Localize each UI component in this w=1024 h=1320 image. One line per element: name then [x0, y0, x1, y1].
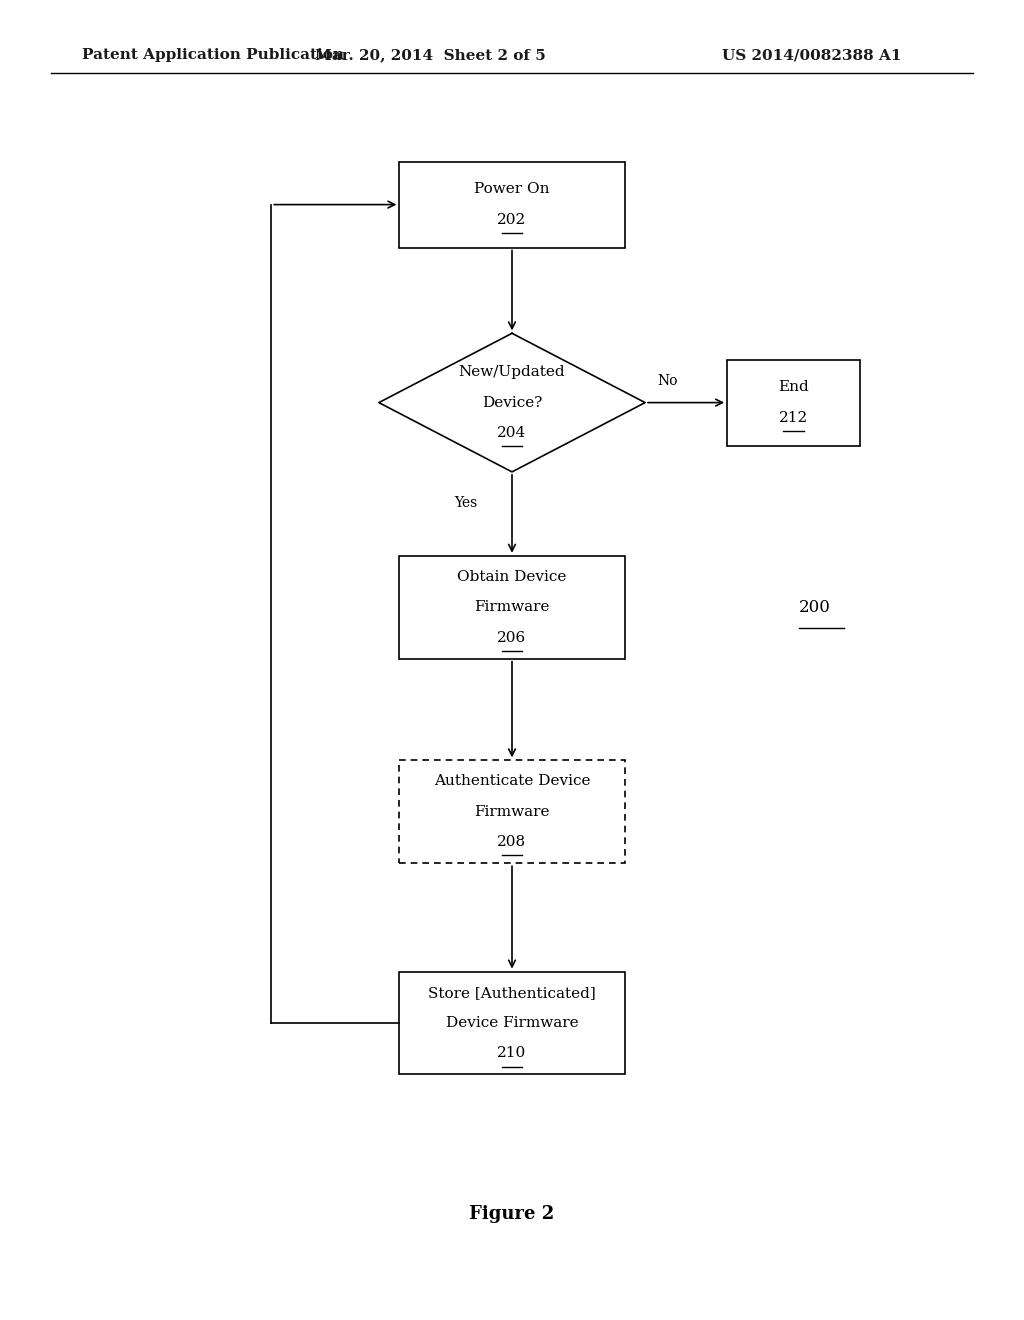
Text: Figure 2: Figure 2 — [469, 1205, 555, 1224]
Text: Firmware: Firmware — [474, 601, 550, 614]
Text: 204: 204 — [498, 426, 526, 440]
Text: Obtain Device: Obtain Device — [458, 570, 566, 583]
FancyBboxPatch shape — [399, 760, 625, 863]
Text: Device?: Device? — [482, 396, 542, 409]
Text: Store [Authenticated]: Store [Authenticated] — [428, 986, 596, 999]
FancyBboxPatch shape — [727, 359, 860, 446]
Text: No: No — [657, 375, 678, 388]
Text: 210: 210 — [498, 1047, 526, 1060]
Text: 200: 200 — [799, 599, 830, 615]
FancyBboxPatch shape — [399, 162, 625, 248]
Text: Yes: Yes — [455, 496, 477, 510]
Text: Mar. 20, 2014  Sheet 2 of 5: Mar. 20, 2014 Sheet 2 of 5 — [314, 49, 546, 62]
Text: US 2014/0082388 A1: US 2014/0082388 A1 — [722, 49, 901, 62]
Text: 206: 206 — [498, 631, 526, 644]
Text: Authenticate Device: Authenticate Device — [434, 775, 590, 788]
Text: Device Firmware: Device Firmware — [445, 1016, 579, 1030]
FancyBboxPatch shape — [399, 556, 625, 659]
Text: Firmware: Firmware — [474, 805, 550, 818]
Text: End: End — [778, 380, 809, 395]
FancyBboxPatch shape — [399, 972, 625, 1074]
Text: New/Updated: New/Updated — [459, 366, 565, 379]
Text: Patent Application Publication: Patent Application Publication — [82, 49, 344, 62]
Polygon shape — [379, 334, 645, 473]
Text: Power On: Power On — [474, 182, 550, 197]
Text: 208: 208 — [498, 836, 526, 849]
Text: 212: 212 — [779, 411, 808, 425]
Text: 202: 202 — [498, 213, 526, 227]
